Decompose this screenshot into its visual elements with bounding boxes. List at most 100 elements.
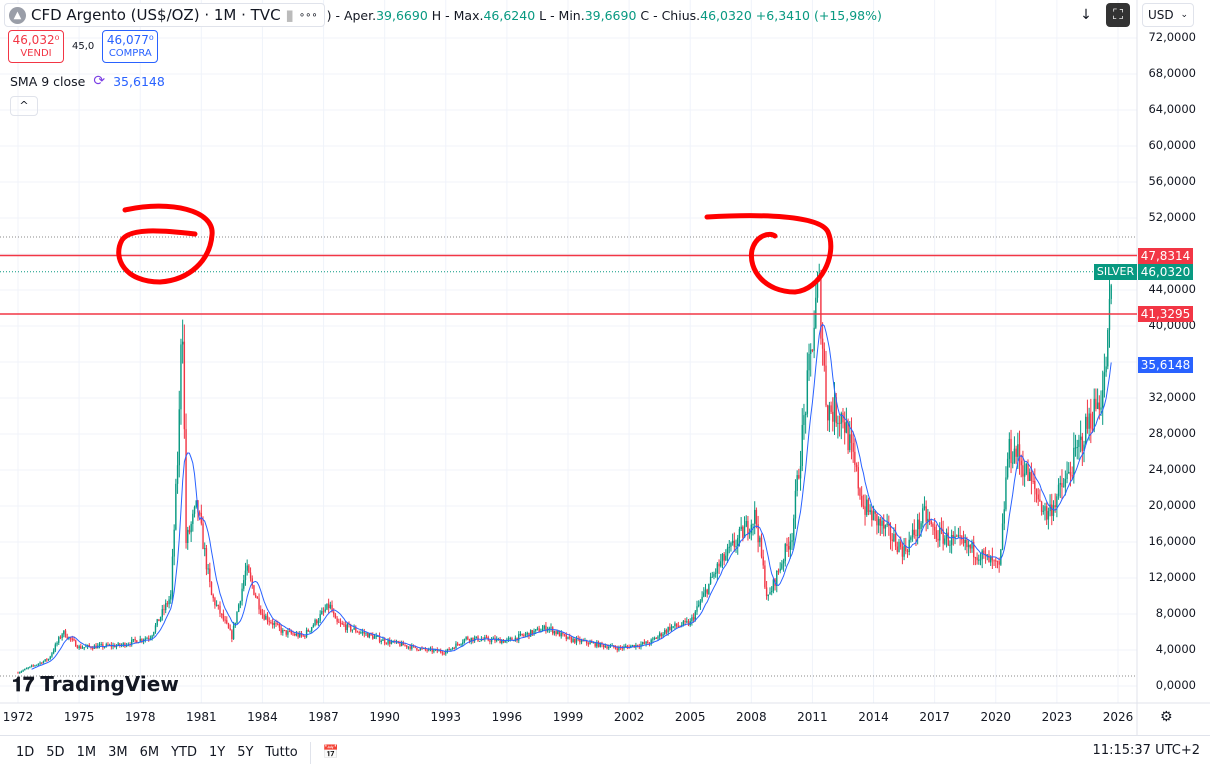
candle-body — [765, 587, 768, 597]
candle-body — [932, 524, 934, 527]
spread-value: 45,0 — [72, 41, 95, 52]
candle-body — [877, 518, 880, 526]
candle-body — [302, 635, 304, 637]
candle-body — [417, 649, 420, 651]
range-button-5d[interactable]: 5D — [46, 745, 65, 760]
candle-body — [37, 663, 40, 665]
candle-body — [967, 544, 970, 548]
candle-body — [226, 620, 228, 624]
candle-body — [158, 619, 160, 622]
range-button-tutto[interactable]: Tutto — [265, 745, 298, 760]
arrow-down-icon[interactable]: ↓ — [1080, 7, 1092, 23]
price-axis-label: 24,0000 — [1148, 462, 1196, 476]
candle-body — [523, 635, 525, 637]
candle-body — [738, 529, 741, 538]
candle-body — [799, 465, 802, 479]
indicator-legend[interactable]: SMA 9 close ⟳ 35,6148 — [10, 73, 165, 89]
candle-body — [1069, 471, 1072, 476]
buy-button[interactable]: 46,077⁰ COMPRA — [102, 30, 159, 63]
range-button-1d[interactable]: 1D — [16, 745, 35, 760]
candle-body — [52, 650, 55, 654]
candle-body — [518, 634, 520, 641]
candle-body — [336, 618, 338, 622]
candle-body — [205, 548, 208, 570]
candle-body — [1032, 480, 1034, 482]
price-chart[interactable] — [0, 0, 1210, 735]
candle-body — [726, 547, 729, 556]
candle-body — [993, 560, 995, 562]
clock[interactable]: 11:15:37 UTC+2 — [1092, 743, 1200, 758]
candle-body — [962, 539, 965, 544]
candle-body — [1035, 488, 1038, 495]
candle-body — [1103, 372, 1106, 391]
candle-body — [271, 622, 274, 625]
candle-body — [338, 621, 340, 623]
candle-body — [859, 488, 861, 496]
collapse-legend-button[interactable]: ^ — [10, 96, 38, 116]
symbol-title[interactable]: ▲ CFD Argento (US$/OZ) · 1M · TVC ▮ ∘∘∘ — [4, 3, 325, 27]
candle-body — [574, 638, 576, 643]
candle-body — [176, 465, 179, 484]
candle-body — [737, 537, 739, 546]
candle-body — [511, 638, 513, 641]
trade-buttons: 46,032⁰ VENDI 45,0 46,077⁰ COMPRA — [8, 30, 159, 63]
candle-body — [750, 524, 753, 533]
candle-body — [227, 623, 230, 629]
candle-body — [757, 524, 759, 543]
range-button-5y[interactable]: 5Y — [237, 745, 254, 760]
range-button-3m[interactable]: 3M — [108, 745, 128, 760]
candle-body — [854, 451, 856, 465]
candle-body — [957, 535, 960, 537]
candle-body — [71, 638, 74, 640]
candle-body — [132, 639, 135, 641]
candle-body — [521, 633, 523, 636]
more-icon[interactable]: ∘∘∘ — [298, 9, 318, 21]
flag-icon[interactable]: ▮ — [285, 6, 294, 24]
candle-body — [645, 641, 647, 644]
candle-body — [492, 638, 494, 640]
currency-select[interactable]: USD ⌄ — [1142, 3, 1194, 27]
candle-body — [18, 672, 21, 674]
fullscreen-icon[interactable]: ⛶ — [1106, 3, 1130, 27]
candle-body — [597, 641, 600, 647]
candle-body — [728, 546, 730, 548]
range-button-1y[interactable]: 1Y — [208, 745, 226, 760]
candle-body — [884, 525, 887, 529]
candle-body — [755, 509, 758, 525]
candle-body — [886, 523, 888, 526]
candle-body — [869, 510, 871, 513]
candle-body — [1042, 510, 1044, 512]
candle-body — [625, 646, 627, 648]
candle-body — [195, 500, 197, 507]
candle-body — [686, 621, 688, 623]
loading-icon: ⟳ — [93, 73, 106, 89]
candle-body — [582, 640, 584, 642]
candle-body — [54, 644, 57, 651]
calendar-goto-icon[interactable]: 📅 — [322, 745, 339, 760]
range-button-ytd[interactable]: YTD — [171, 745, 197, 760]
candle-body — [989, 556, 992, 563]
candle-body — [170, 594, 172, 600]
candle-body — [662, 634, 664, 637]
tradingview-logo[interactable]: 𝟏𝟕 TradingView — [12, 672, 179, 696]
candle-body — [254, 594, 257, 597]
candle-body — [190, 523, 192, 533]
time-axis-label: 1990 — [369, 710, 400, 724]
candle-body — [1029, 472, 1031, 482]
price-axis-label: 68,0000 — [1148, 66, 1196, 80]
sell-button[interactable]: 46,032⁰ VENDI — [8, 30, 64, 63]
candle-body — [1056, 496, 1058, 508]
candle-body — [124, 643, 126, 647]
candle-body — [416, 647, 418, 650]
candle-body — [380, 640, 382, 642]
candle-body — [317, 620, 320, 624]
candle-body — [696, 606, 698, 612]
candle-body — [166, 603, 169, 605]
range-button-6m[interactable]: 6M — [139, 745, 160, 760]
range-button-1m[interactable]: 1M — [76, 745, 97, 760]
settings-icon[interactable]: ⚙ — [1160, 709, 1173, 725]
price-axis-label: 72,0000 — [1148, 30, 1196, 44]
candle-body — [333, 611, 335, 615]
candle-body — [614, 647, 617, 649]
time-axis-label: 1984 — [247, 710, 278, 724]
